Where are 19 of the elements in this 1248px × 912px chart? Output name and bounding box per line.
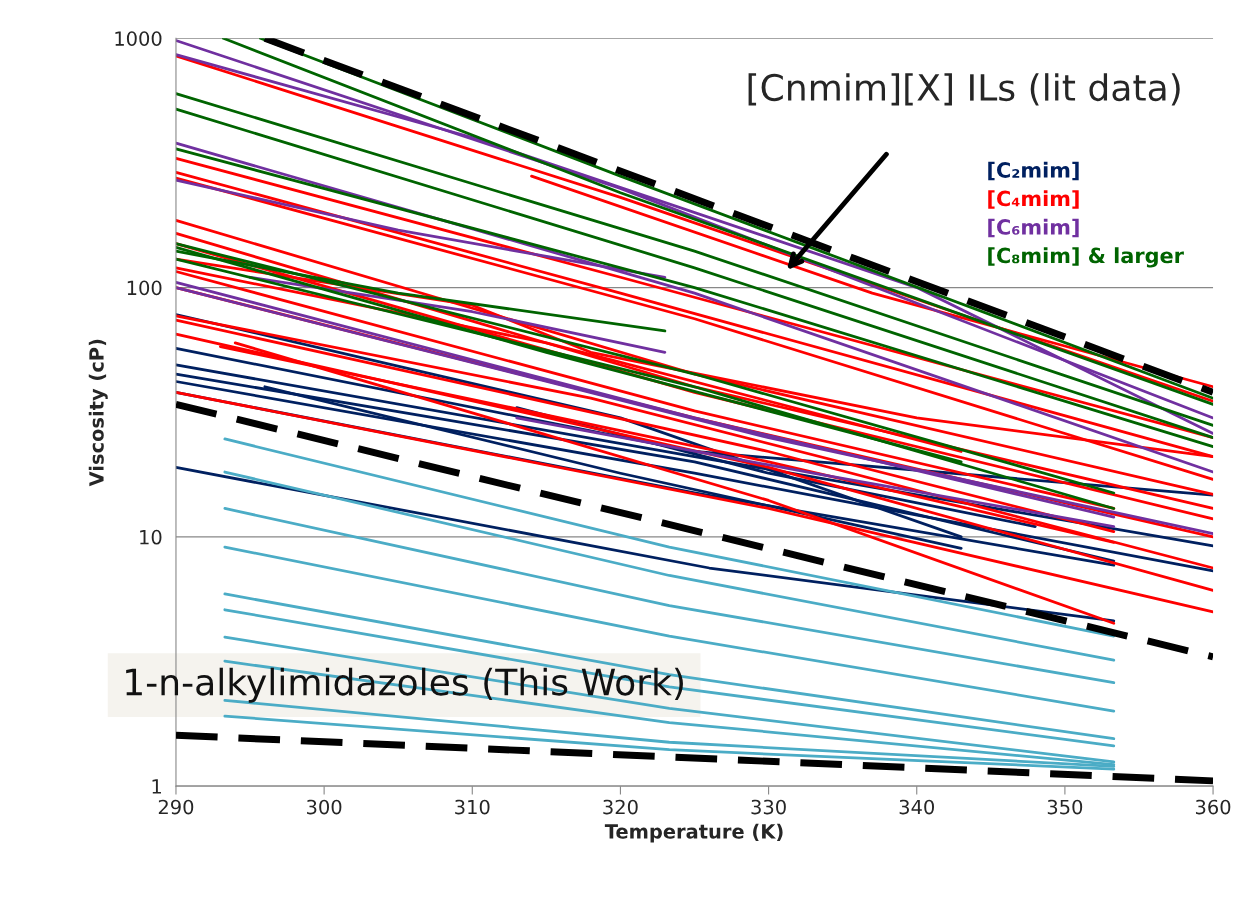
y-axis-title: Viscosity (cP) — [88, 339, 108, 487]
x-tick-label: 350 — [1047, 799, 1083, 815]
annotation: [Cnmim][X] ILs (lit data) — [748, 73, 1180, 106]
y-tick-label: 1 — [152, 779, 161, 794]
x-tick-label: 320 — [603, 799, 638, 815]
text: [C₂mim] — [988, 161, 1079, 181]
text: [C₆mim] — [988, 218, 1079, 238]
x-tick-label: 330 — [751, 799, 786, 815]
x-tick-label: 310 — [455, 799, 490, 815]
x-axis-title: Temperature (K) — [604, 823, 783, 843]
y-tick-label: 10 — [140, 529, 162, 545]
x-tick-label: 290 — [158, 799, 194, 815]
x-tick-label: 300 — [307, 799, 342, 815]
x-tick-label: 340 — [899, 799, 935, 815]
text: [C₄mim] — [988, 190, 1079, 209]
text: [C₈mim] & larger — [988, 247, 1184, 268]
x-tick-label: 360 — [1195, 799, 1231, 815]
y-tick-label: 1000 — [115, 31, 162, 46]
y-tick-label: 100 — [127, 280, 162, 296]
